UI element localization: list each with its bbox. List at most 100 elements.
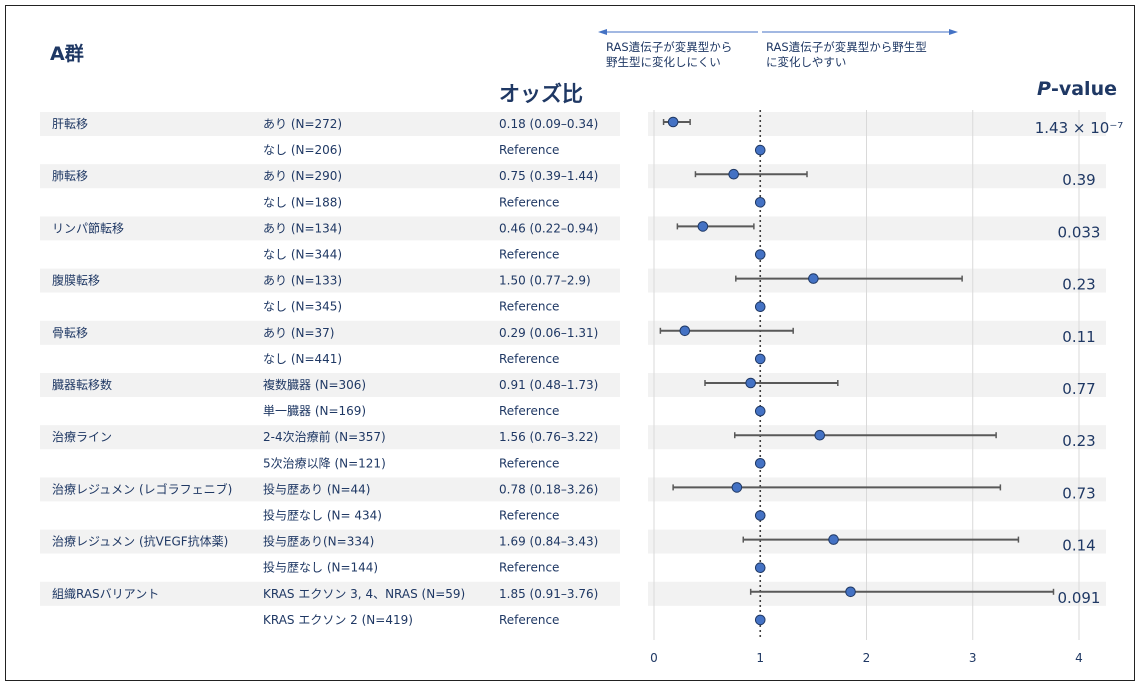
row-p-value: 0.14	[1062, 537, 1095, 555]
row-level-label: あり (N=133)	[263, 274, 342, 288]
row-band-right	[648, 320, 1106, 345]
row-level-label: あり (N=134)	[263, 221, 342, 235]
row-level-label: あり (N=37)	[263, 326, 334, 340]
reference-point	[754, 197, 766, 208]
row-level-label: 5次治療以降 (N=121)	[263, 456, 386, 470]
row-level-label: 投与歴あり (N=44)	[263, 481, 370, 496]
row-or-text: Reference	[499, 613, 559, 627]
direction-right-line2: に変化しやすい	[766, 55, 846, 69]
row-or-text: 1.56 (0.76–3.22)	[499, 430, 598, 444]
row-variable-label: 骨転移	[52, 326, 88, 340]
row-band-right	[648, 425, 1106, 450]
row-level-label: あり (N=290)	[263, 169, 342, 183]
row-level-label: 投与歴あり(N=334)	[263, 534, 374, 549]
row-or-text: Reference	[499, 561, 559, 575]
row-variable-label: 肝転移	[52, 117, 88, 131]
row-variable-label: 治療ライン	[52, 430, 112, 444]
direction-left-line2: 野生型に変化しにくい	[606, 55, 721, 69]
odds-ratio-point	[745, 377, 756, 389]
row-p-value: 1.43 × 10⁻⁷	[1035, 119, 1124, 137]
row-or-text: 0.75 (0.39–1.44)	[499, 169, 598, 183]
row-variable-label: 肺転移	[52, 169, 88, 183]
row-band-right	[648, 373, 1106, 397]
odds-ratio-point	[814, 429, 826, 441]
row-p-value: 0.39	[1062, 171, 1095, 189]
x-tick-label: 1	[756, 651, 764, 665]
odds-ratio-point	[845, 586, 856, 598]
row-band-right	[648, 216, 1106, 241]
row-p-value: 0.033	[1058, 223, 1101, 241]
reference-point	[754, 458, 766, 469]
row-or-text: 1.50 (0.77–2.9)	[499, 274, 591, 288]
direction-right-line1: RAS遺伝子が変異型から野生型	[766, 40, 927, 54]
row-band-left	[40, 112, 620, 136]
reference-point	[754, 510, 766, 521]
row-p-value: 0.23	[1062, 276, 1095, 294]
row-p-value: 0.77	[1062, 380, 1095, 398]
row-or-text: Reference	[499, 509, 559, 523]
row-variable-label: 治療レジュメン (抗VEGF抗体薬)	[52, 534, 228, 549]
row-band-right	[648, 268, 1106, 293]
row-level-label: 単一臓器 (N=169)	[263, 404, 366, 418]
row-level-label: なし (N=188)	[263, 195, 342, 209]
row-or-text: 0.18 (0.09–0.34)	[499, 117, 598, 131]
row-band-left	[40, 581, 620, 606]
odds-ratio-point	[697, 221, 709, 232]
row-or-text: Reference	[499, 143, 559, 157]
row-band-right	[648, 529, 1106, 554]
row-or-text: 1.69 (0.84–3.43)	[499, 535, 598, 549]
row-band-left	[40, 216, 620, 241]
direction-arrowhead-left-icon	[598, 29, 607, 35]
pvalue-header-italic: P	[1037, 78, 1051, 100]
row-or-text: 0.29 (0.06–1.31)	[499, 326, 598, 340]
row-or-text: Reference	[499, 352, 559, 366]
reference-point	[754, 249, 766, 260]
row-band-left	[40, 164, 620, 189]
odds-ratio-point	[808, 273, 819, 284]
row-p-value: 0.11	[1062, 328, 1095, 346]
direction-arrowhead-right-icon	[949, 29, 958, 35]
row-variable-label: 組織RASバリアント	[52, 587, 159, 601]
odds-ratio-point	[731, 482, 743, 493]
odds-ratio-point	[667, 116, 679, 128]
odds-ratio-header: オッズ比	[499, 82, 583, 106]
odds-ratio-point	[679, 325, 691, 337]
row-level-label: なし (N=345)	[263, 300, 342, 314]
row-level-label: KRAS エクソン 2 (N=419)	[263, 613, 413, 627]
row-p-value: 0.73	[1062, 484, 1095, 502]
row-level-label: 投与歴なし (N=144)	[263, 560, 378, 575]
row-band-right	[648, 477, 1106, 502]
row-level-label: なし (N=441)	[263, 352, 342, 366]
row-level-label: 2-4次治療前 (N=357)	[263, 429, 386, 444]
row-or-text: 0.46 (0.22–0.94)	[499, 221, 598, 235]
x-tick-label: 4	[1075, 651, 1083, 665]
row-level-label: あり (N=272)	[263, 117, 342, 131]
row-p-value: 0.091	[1058, 589, 1101, 607]
row-band-left	[40, 320, 620, 345]
row-or-text: Reference	[499, 456, 559, 470]
row-or-text: 0.91 (0.48–1.73)	[499, 378, 598, 392]
row-band-right	[648, 112, 1106, 136]
pvalue-header-rest: -value	[1051, 78, 1117, 100]
row-or-text: Reference	[499, 404, 559, 418]
reference-point	[754, 144, 766, 156]
row-level-label: 複数臓器 (N=306)	[263, 377, 366, 392]
direction-left-line1: RAS遺伝子が変異型から	[606, 40, 732, 54]
row-or-text: Reference	[499, 195, 559, 209]
row-band-left	[40, 529, 620, 554]
x-tick-label: 0	[650, 651, 658, 665]
x-tick-label: 3	[969, 651, 977, 665]
pvalue-header: P-value	[1037, 78, 1117, 100]
row-or-text: 0.78 (0.18–3.26)	[499, 482, 598, 496]
reference-point	[754, 353, 766, 365]
reference-point	[754, 405, 766, 417]
odds-ratio-point	[728, 168, 739, 180]
row-band-left	[40, 425, 620, 450]
row-band-right	[648, 164, 1106, 189]
reference-point	[754, 614, 766, 626]
row-level-label: なし (N=206)	[263, 143, 342, 157]
row-variable-label: 治療レジュメン (レゴラフェニブ)	[52, 481, 232, 496]
row-band-left	[40, 268, 620, 293]
reference-point	[754, 301, 766, 313]
